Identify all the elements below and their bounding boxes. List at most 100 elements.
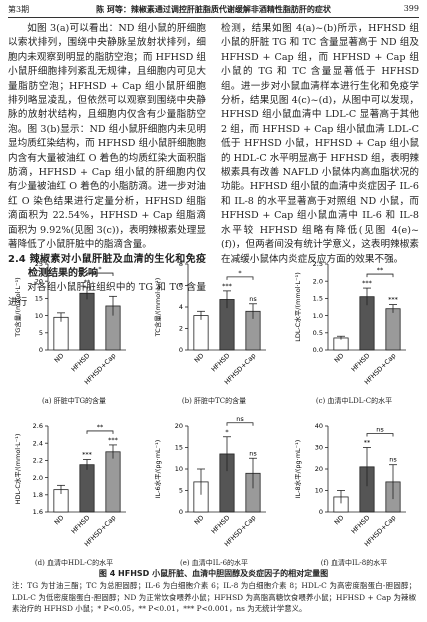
y-tick-label: 10: [35, 312, 43, 320]
significance-label: ***: [82, 451, 93, 459]
figure-caption: 图 4 HFHSD 小鼠肝脏、血清中胆固醇及炎症因子的相对定量图: [98, 569, 329, 578]
y-axis-label: TC含量/(mmol·L⁻¹): [153, 278, 162, 338]
significance-label: ns: [249, 449, 257, 457]
chart-panel: 1.6 1.8 2.0 2.2 2.4 2.6 HDL-C水平/(mmol·L⁻¹) ND **…: [4, 408, 144, 568]
y-tick-label: 1.5: [313, 295, 323, 303]
chart: 0.0 0.5 1.0 1.5 2.0 2.5 LDL-C水平/(mmol·L⁻¹) ND **…: [293, 260, 406, 386]
y-tick-label: 0: [319, 508, 323, 516]
significance-label: **: [84, 278, 91, 286]
y-tick-label: 1.6: [33, 508, 43, 516]
y-tick-label: 40: [315, 422, 323, 430]
y-tick-label: 4: [179, 303, 183, 311]
y-tick-label: 2: [179, 325, 183, 333]
y-tick-label: 5: [179, 487, 183, 495]
significance-bracket: [366, 433, 394, 437]
x-tick-label: HFHSD: [210, 514, 232, 536]
panel-caption: (a) 肝脏中TG的含量: [41, 397, 107, 405]
chart-panel: 0 5 10 15 20 25 TG含量/(mmol·L⁻¹) ND ** HFHSD HFHSD+…: [4, 246, 144, 406]
chart: 05101520IL-6水平/(pg·mL⁻¹)ND*HFHSDnsHFHSD+…: [153, 415, 266, 548]
y-tick-label: 0: [39, 346, 43, 354]
significance-label: ***: [108, 436, 119, 444]
y-tick-label: 15: [175, 444, 183, 452]
panel-caption: (c) 血清中LDL-C的水平: [315, 397, 393, 405]
y-tick-label: 20: [35, 277, 43, 285]
bracket-label: *: [98, 265, 102, 273]
running-title: 陈 珂等：辣椒素通过调控肝脏脂质代谢缓解非酒精性脂肪肝的症状: [96, 4, 331, 14]
y-axis-label: LDL-C水平/(mmol·L⁻¹): [293, 272, 302, 341]
bracket-label: **: [97, 423, 104, 431]
significance-bracket: [86, 272, 114, 277]
x-tick-label: HFHSD: [350, 352, 372, 374]
panel-caption: (b) 肝脏中TC的含量: [181, 397, 247, 405]
y-tick-label: 20: [175, 422, 183, 430]
left-column: 如图 3(a)可以看出：ND 组小鼠的肝细胞以索状排列，围绕中央静脉呈放射状排列…: [8, 22, 206, 310]
chart-panel: 0 2 4 6 8 TC含量/(mmol·L⁻¹) ND *** HFHSD ns HFHSD+Ca…: [144, 246, 284, 406]
page-number: 399: [403, 4, 419, 13]
figure-note: 注：TG 为甘油三酯；TC 为总胆固醇；IL-6 为白细胞介素 6；IL-8 为…: [12, 581, 416, 613]
y-tick-label: 6: [179, 282, 183, 290]
chart: 010203040IL-8水平/(pg·mL⁻¹)ND**HFHSDnsHFHS…: [293, 422, 406, 548]
panel-caption: (e) 血清中IL-6的水平: [179, 559, 249, 567]
x-tick-label: HFHSD: [70, 514, 92, 536]
y-tick-label: 0.5: [313, 329, 323, 337]
y-tick-label: 8: [179, 260, 183, 268]
chart: 1.6 1.8 2.0 2.2 2.4 2.6 HDL-C水平/(mmol·L⁻¹) ND **…: [13, 422, 126, 548]
paragraph: 检测，结果如图 4(a)~(b)所示，HFHSD 组小鼠的肝脏 TG 和 TC …: [221, 23, 419, 265]
chart-panel: 0 10 20 30 40 IL-8水平/(pg·mL⁻¹) ND ** HFHSD ns HFHS…: [284, 408, 424, 568]
y-tick-label: 5: [39, 329, 43, 337]
y-tick-label: 2.5: [313, 260, 323, 268]
significance-bracket: [366, 273, 394, 278]
y-tick-label: 1.8: [33, 491, 43, 499]
significance-label: ***: [362, 279, 373, 287]
section-heading: 2.4 辣椒素对小鼠肝脏及血清的生化和免疫检测结果的影响: [8, 253, 206, 279]
bar: [385, 308, 401, 351]
issue: 第3期: [8, 5, 30, 14]
panel-caption: (d) 血清中HDL-C的水平: [34, 559, 114, 567]
y-axis-label: IL-6水平/(pg·mL⁻¹): [153, 440, 162, 498]
bar: [53, 316, 69, 351]
x-tick-label: HFHSD: [70, 352, 92, 374]
bracket-label: *: [238, 269, 242, 277]
significance-bracket: [226, 422, 254, 426]
y-tick-label: 10: [175, 465, 183, 473]
y-tick-label: 25: [35, 260, 43, 268]
bracket-label: ns: [376, 426, 384, 434]
bar: [105, 451, 121, 513]
y-tick-label: 30: [315, 444, 323, 452]
panel-caption: (f) 血清中IL-8的水平: [320, 559, 388, 567]
x-tick-label: ND: [53, 514, 66, 527]
significance-bracket: [86, 430, 114, 434]
x-tick-label: ND: [53, 352, 66, 365]
y-axis-label: TG含量/(mmol·L⁻¹): [13, 277, 22, 337]
bracket-label: **: [377, 266, 384, 274]
x-tick-label: ND: [193, 352, 206, 365]
significance-label: ***: [388, 296, 399, 304]
significance-label: ns: [389, 456, 397, 464]
y-axis-label: IL-8水平/(pg·mL⁻¹): [293, 440, 302, 498]
chart: 02468TC含量/(mmol·L⁻¹)ND***HFHSDnsHFHSD+Ca…: [153, 260, 266, 386]
bar: [79, 292, 95, 351]
y-tick-label: 0: [179, 508, 183, 516]
significance-label: *: [225, 428, 229, 436]
significance-label: **: [364, 439, 371, 447]
right-column: 检测，结果如图 4(a)~(b)所示，HFHSD 组小鼠的肝脏 TG 和 TC …: [221, 22, 419, 267]
y-tick-label: 15: [35, 295, 43, 303]
x-tick-label: ND: [333, 514, 346, 527]
chart-panel: 0.0 0.5 1.0 1.5 2.0 2.5 LDL-C水平/(mmol·L⁻¹) ND **…: [284, 246, 424, 406]
paragraph: 对各组小鼠肝脏组织中的 TG 和 TC 含量进行: [8, 282, 206, 308]
y-tick-label: 2.0: [33, 474, 43, 482]
paragraph: 如图 3(a)可以看出：ND 组小鼠的肝细胞以索状排列，围绕中央静脉呈放射状排列…: [8, 23, 206, 251]
header-rule: [8, 17, 419, 18]
x-tick-label: ND: [193, 514, 206, 527]
x-tick-label: HFHSD: [210, 352, 232, 374]
bar: [333, 337, 349, 351]
bar: [193, 315, 209, 351]
x-tick-label: ND: [333, 352, 346, 365]
y-tick-label: 0.0: [313, 346, 323, 354]
significance-bracket: [226, 276, 254, 280]
y-tick-label: 2.0: [313, 277, 323, 285]
significance-label: ***: [222, 282, 233, 290]
bar: [79, 464, 95, 513]
chart-panel: 0 5 10 15 20 IL-6水平/(pg·mL⁻¹) ND * HFHSD ns HFHSD+…: [144, 408, 284, 568]
